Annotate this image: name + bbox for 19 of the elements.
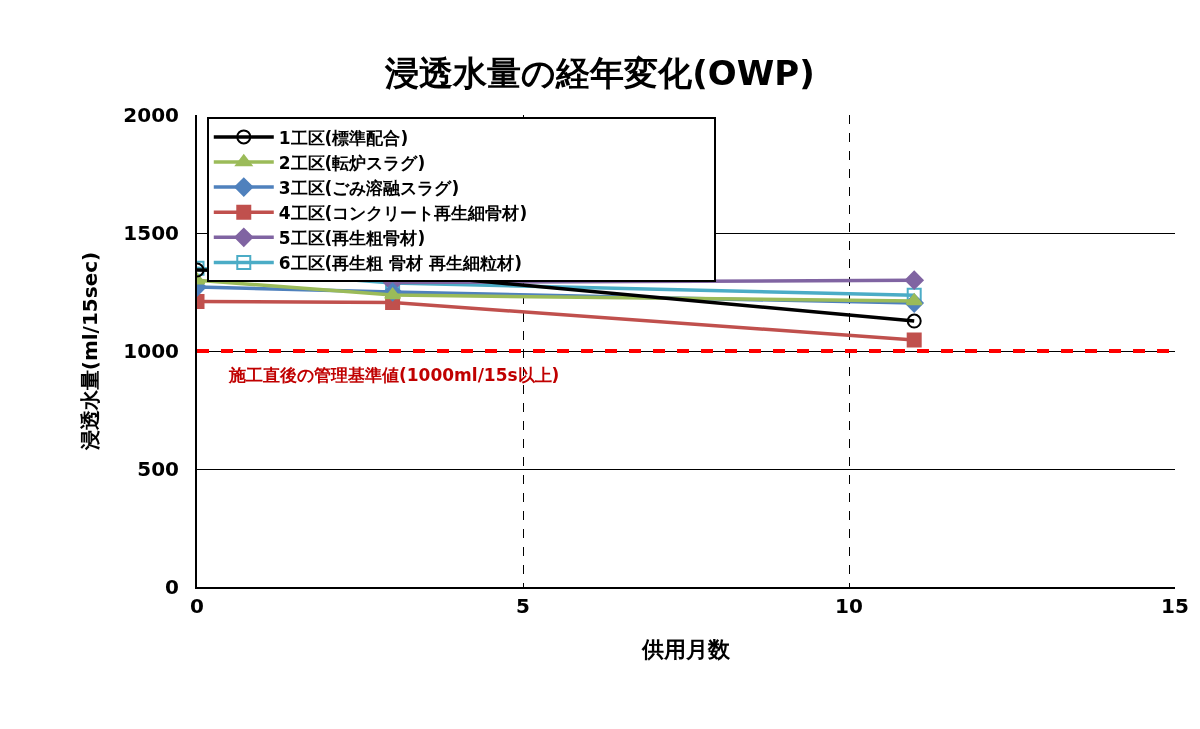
x-tick-label: 10 [835,594,863,618]
ref-line-label: 施工直後の管理基準値(1000ml/15s以上) [228,365,560,385]
x-tick-label: 0 [190,594,204,618]
x-tick-label: 15 [1161,594,1189,618]
legend-label: 5工区(再生粗骨材) [278,227,426,248]
y-tick-label: 500 [137,457,179,481]
y-tick-label: 1000 [123,339,179,363]
x-tick-label: 5 [516,594,530,618]
legend-label: 4工区(コンクリート再生細骨材) [278,202,528,223]
y-tick-label: 2000 [123,103,179,127]
x-axis-title: 供用月数 [641,637,731,663]
legend-label: 2工区(転炉スラグ) [278,152,426,173]
legend-label: 6工区(再生粗 骨材 再生細粒材) [278,253,522,274]
chart-title: 浸透水量の経年変化(OWP) [384,52,815,93]
legend-label: 3工区(ごみ溶融スラグ) [278,177,460,198]
legend-label: 1工区(標準配合) [278,127,409,148]
y-tick-label: 0 [165,575,179,599]
y-tick-label: 1500 [123,221,179,245]
y-axis-title: 浸透水量(ml/15sec) [78,251,103,452]
